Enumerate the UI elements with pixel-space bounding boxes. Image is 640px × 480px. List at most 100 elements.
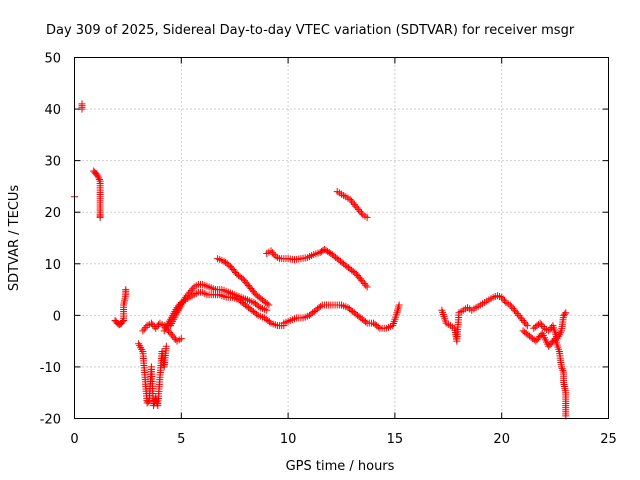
data-point [267,247,275,255]
series-s4 [111,286,130,329]
data-point [94,172,102,180]
data-point [184,290,192,298]
data-point [253,310,261,318]
data-point [263,300,271,308]
data-point [177,335,185,343]
series-s8 [160,288,288,335]
plot-frame [74,57,609,419]
data-point [357,209,365,217]
data-point [561,310,569,318]
x-tick-labels: 0 5 10 15 20 25 [70,432,616,447]
series-s3 [90,167,104,221]
y-tick-label: 20 [44,206,61,221]
data-point [96,213,104,221]
data-point [363,213,371,221]
data-point [559,366,567,374]
data-point [189,285,197,293]
data-point [374,323,382,331]
data-point [350,200,358,208]
data-point [520,318,528,326]
data-point [238,274,246,282]
series-s5 [135,340,170,410]
data-point [558,363,566,371]
y-axis-title: SDTVAR / TECUs [7,185,22,292]
data-point [347,197,355,205]
gridlines [74,57,609,419]
data-point [265,301,273,309]
x-tick-label: 15 [387,432,404,447]
data-points [71,100,570,420]
data-point [95,176,103,184]
data-point [351,269,359,277]
x-tick-label: 20 [493,432,510,447]
data-point [152,324,160,332]
y-tick-label: 40 [44,103,61,118]
data-point [167,330,175,338]
data-point [519,317,527,325]
data-point [522,320,530,328]
data-point [546,325,554,333]
data-point [93,171,101,179]
data-point [562,309,570,317]
data-point [523,322,531,330]
data-point [153,323,161,331]
data-point [362,281,370,289]
data-point [255,302,263,310]
data-point [362,318,370,326]
data-point [394,307,402,315]
data-point [352,202,360,210]
data-point [174,302,182,310]
data-point [147,319,155,327]
data-point [349,199,357,207]
data-point [142,323,150,331]
data-point [499,295,507,303]
y-tick-label: 30 [44,155,61,170]
data-point [518,315,526,323]
data-point [509,304,517,312]
data-point [265,318,273,326]
series-s12 [333,188,371,221]
y-tick-label: 0 [53,309,61,324]
data-point [539,323,547,331]
data-point [162,342,170,350]
x-tick-label: 25 [600,432,617,447]
data-point [512,308,520,316]
y-tick-label: -10 [40,361,61,376]
data-point [169,332,177,340]
y-tick-label: 10 [44,258,61,273]
data-point [360,280,368,288]
series-s15 [530,309,570,343]
y-tick-label: 50 [44,52,61,67]
data-point [513,310,521,318]
data-point [356,207,364,215]
x-tick-label: 10 [280,432,297,447]
data-point [166,329,174,337]
data-point [139,327,147,335]
data-point [95,174,103,182]
series-s13 [438,292,531,345]
data-point [506,301,514,309]
tick-marks [74,57,609,419]
series-s10 [263,245,371,291]
data-point [144,398,152,406]
data-point [536,319,544,327]
data-point [508,303,516,311]
data-point [355,206,363,214]
series-s6 [139,319,185,345]
data-point [119,318,127,326]
data-point [558,365,566,373]
data-point [187,286,195,294]
data-point [176,300,184,308]
data-point [363,283,371,291]
x-axis-title: GPS time / hours [286,459,395,474]
data-point [515,311,523,319]
data-point [395,301,403,309]
data-point [78,100,86,108]
series-s9 [214,255,273,309]
series-s11 [280,301,403,332]
data-point [501,297,509,305]
data-point [173,304,181,312]
data-point [516,313,524,321]
data-point [170,334,178,342]
